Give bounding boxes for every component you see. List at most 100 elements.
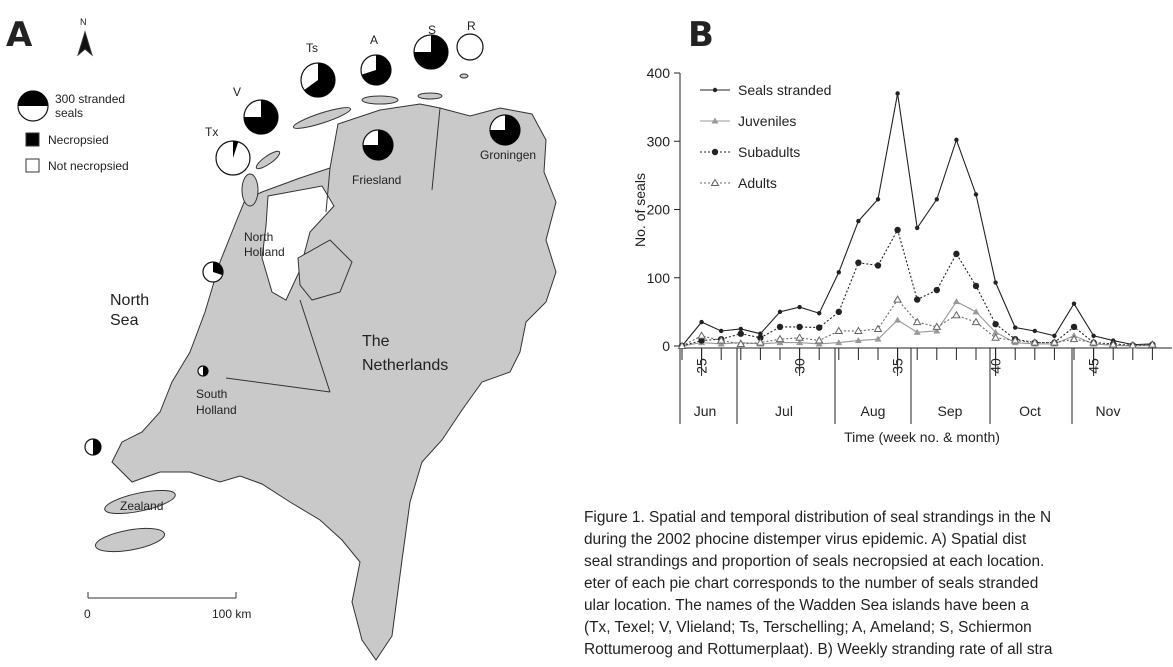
point <box>952 310 961 319</box>
point <box>777 309 783 315</box>
border <box>225 377 331 393</box>
point <box>991 333 1000 341</box>
country-label: Netherlands <box>362 357 448 374</box>
point <box>795 333 804 341</box>
island <box>361 95 399 105</box>
point <box>835 339 843 346</box>
point <box>710 178 720 186</box>
x-axis-label: Time (week no. & month) <box>844 429 1000 445</box>
legend-label: Subadults <box>738 144 800 160</box>
series-line <box>681 228 1153 347</box>
island <box>417 92 443 100</box>
sea-label: Sea <box>110 312 139 329</box>
point <box>677 341 687 349</box>
province-label: Zealand <box>120 499 163 513</box>
point <box>756 338 765 346</box>
point <box>797 304 802 310</box>
pie-label: V <box>233 85 241 99</box>
point <box>1032 328 1038 334</box>
province-label: Groningen <box>480 148 536 162</box>
point <box>854 337 862 344</box>
y-tick-label: 300 <box>647 133 671 149</box>
y-axis-label: No. of seals <box>632 173 648 247</box>
y-tick-label: 0 <box>662 338 670 354</box>
legend-swatch <box>25 132 40 147</box>
point <box>992 320 999 328</box>
pie-label: R <box>467 19 476 33</box>
legend-label: Not necropsied <box>48 159 129 173</box>
month-label: Sep <box>938 403 963 419</box>
legend-label: seals <box>55 106 83 120</box>
pie-slice <box>244 100 278 134</box>
point <box>736 339 746 347</box>
point <box>698 337 705 344</box>
caption-line: during the 2002 phocine distemper virus … <box>584 531 1027 548</box>
pie-label: A <box>370 33 378 47</box>
month-label: Nov <box>1096 403 1121 419</box>
pie-slice <box>414 35 448 69</box>
island <box>255 150 281 170</box>
month-label: Jul <box>775 403 793 419</box>
point <box>796 339 804 346</box>
month-label: Oct <box>1019 403 1041 419</box>
y-tick-label: 100 <box>647 270 671 286</box>
caption-line: (Tx, Texel; V, Vlieland; Ts, Terschellin… <box>584 619 1032 636</box>
point <box>817 311 822 316</box>
province-label: Friesland <box>352 173 401 187</box>
pie-label: S <box>428 23 436 37</box>
border <box>299 299 331 393</box>
point <box>954 137 959 143</box>
point <box>834 326 844 334</box>
point <box>697 331 706 339</box>
point <box>856 218 861 224</box>
scale-label: 0 <box>84 607 91 621</box>
point <box>873 324 883 332</box>
point <box>814 336 824 344</box>
point <box>915 225 920 231</box>
north-label: N <box>80 17 87 27</box>
point <box>953 250 960 258</box>
x-tick-label: 35 <box>890 358 906 374</box>
caption-line: eter of each pie chart corresponds to th… <box>584 575 1038 592</box>
point <box>875 197 881 202</box>
point <box>1108 340 1118 348</box>
pie-slice <box>304 63 336 97</box>
point <box>716 336 726 344</box>
island <box>459 73 469 79</box>
point <box>971 317 981 326</box>
caption-line: seal strandings and proportion of seals … <box>584 553 1044 570</box>
legend-label: Necropsied <box>48 133 109 147</box>
pie-base <box>456 33 484 61</box>
caption-line: Rottumeroog and Rottumerplaat). B) Weekl… <box>584 641 1053 658</box>
point <box>699 319 704 325</box>
north-arrow <box>77 30 93 57</box>
pie-label: Ts <box>306 41 318 55</box>
point <box>738 326 743 332</box>
caption-line: Figure 1. Spatial and temporal distribut… <box>584 509 1051 526</box>
point <box>712 87 718 93</box>
point <box>912 317 922 326</box>
point <box>775 334 785 343</box>
point <box>914 296 921 303</box>
point <box>972 308 980 315</box>
scale-label: 100 km <box>212 607 251 621</box>
point <box>993 280 998 285</box>
month-label: Aug <box>861 403 886 419</box>
point <box>816 324 823 331</box>
panel-letter: A <box>6 15 33 55</box>
pie-slice <box>233 141 239 158</box>
point <box>757 334 764 342</box>
legend-pie <box>18 91 48 106</box>
pie-slice <box>203 366 208 376</box>
legend-label: Juveniles <box>738 113 796 129</box>
legend-label: Seals stranded <box>738 82 831 98</box>
point <box>835 308 842 316</box>
x-tick-label: 25 <box>694 358 710 374</box>
point <box>952 298 960 305</box>
island <box>292 107 352 129</box>
pie-label: Tx <box>205 125 218 139</box>
point <box>1052 333 1057 338</box>
province-label: South <box>196 387 227 401</box>
legend-label: Adults <box>738 175 777 191</box>
point <box>874 262 882 269</box>
